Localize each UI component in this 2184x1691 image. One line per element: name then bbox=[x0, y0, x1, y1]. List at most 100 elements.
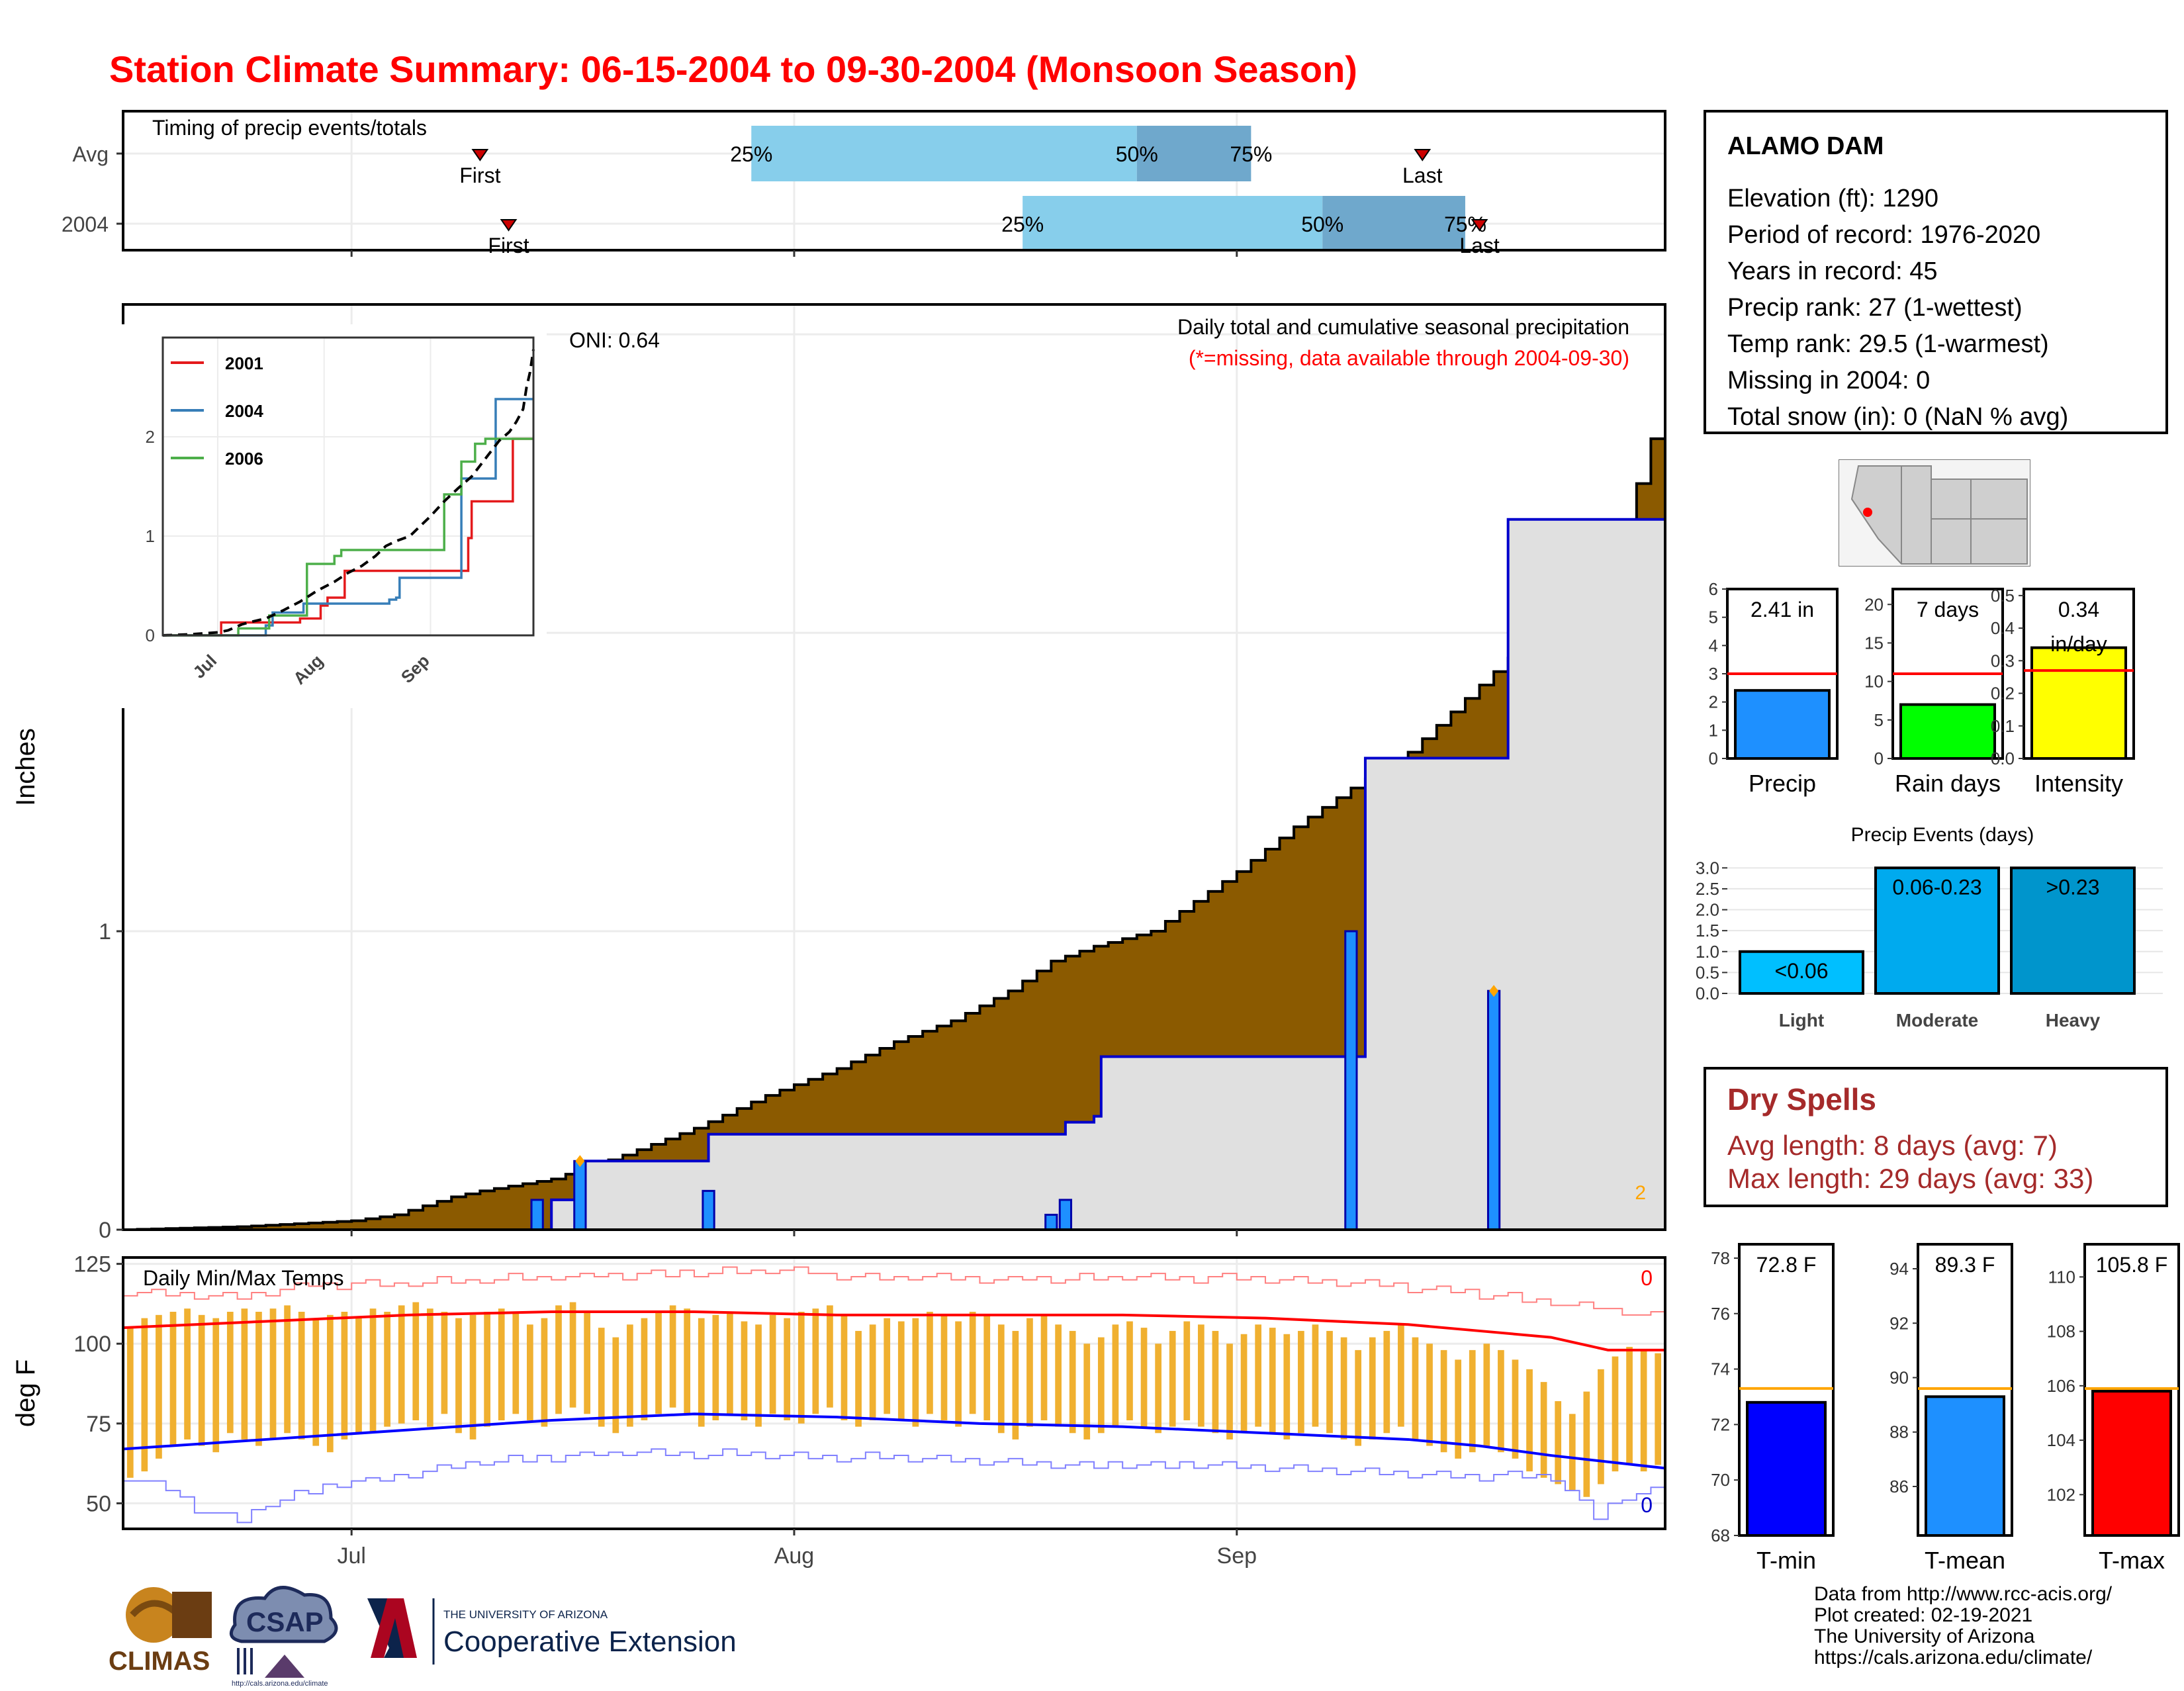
daily-precip-bar bbox=[702, 1189, 715, 1231]
corner-note: 2 bbox=[1635, 1182, 1646, 1204]
daily-temp-bar bbox=[797, 1312, 805, 1424]
temp-x-tick-label: Jul bbox=[337, 1543, 365, 1569]
summary-y-tick-label: 70 bbox=[1711, 1470, 1730, 1490]
daily-temp-bar bbox=[355, 1318, 362, 1434]
event-bar-label: >0.23 bbox=[2046, 875, 2100, 899]
timing-bar-50-75 bbox=[1136, 126, 1251, 181]
daily-temp-bar bbox=[455, 1318, 462, 1434]
daily-temp-bar bbox=[1140, 1328, 1148, 1427]
timing-row-label: 2004 bbox=[62, 212, 109, 236]
daily-temp-bar bbox=[812, 1308, 819, 1414]
footer-data-source: Data from http://www.rcc-acis.org/ bbox=[1814, 1583, 2113, 1605]
daily-temp-bar bbox=[1612, 1356, 1619, 1472]
daily-temp-bar bbox=[1083, 1344, 1091, 1440]
daily-temp-bar bbox=[1512, 1359, 1519, 1459]
temp-y-tick-label: 125 bbox=[73, 1252, 111, 1277]
daily-temp-bar bbox=[384, 1312, 390, 1427]
inset-y-tick-label: 0 bbox=[146, 625, 155, 645]
events-title: Precip Events (days) bbox=[1851, 824, 2034, 846]
daily-temp-bar bbox=[1283, 1334, 1291, 1440]
daily-temp-bar bbox=[1055, 1324, 1062, 1427]
summary-y-tick-label: 4 bbox=[1709, 635, 1718, 655]
daily-temp-bar bbox=[1226, 1344, 1233, 1440]
daily-temp-bar bbox=[284, 1305, 291, 1434]
daily-temp-bar bbox=[827, 1305, 833, 1408]
daily-temp-bar bbox=[1569, 1414, 1576, 1491]
daily-temp-bar bbox=[669, 1305, 676, 1408]
daily-temp-bar bbox=[712, 1314, 719, 1420]
daily-temp-bar bbox=[369, 1308, 377, 1434]
csap-logo: CSAP http://cals.arizona.edu/climate bbox=[229, 1586, 338, 1688]
daily-temp-bar bbox=[684, 1308, 691, 1414]
summary-y-tick-label: 0.2 bbox=[1991, 684, 2015, 704]
daily-precip-bar bbox=[1058, 1199, 1073, 1231]
daily-temp-bar bbox=[1240, 1334, 1248, 1434]
avg-cumulative-area bbox=[123, 370, 1665, 1230]
svg-text:CLIMAS: CLIMAS bbox=[109, 1647, 210, 1676]
daily-temp-bar bbox=[1498, 1349, 1504, 1453]
summary-category-label: T-max bbox=[2099, 1547, 2165, 1574]
daily-temp-bar bbox=[1469, 1349, 1476, 1453]
daily-temp-bar bbox=[141, 1318, 148, 1472]
station-name: ALAMO DAM bbox=[1727, 132, 1884, 160]
summary-y-tick-label: 106 bbox=[2047, 1376, 2075, 1396]
summary-y-tick-label: 86 bbox=[1889, 1477, 1909, 1496]
temp-chart: 50 75 100 125 Jul Aug Sep deg F Daily Min/Max Te… bbox=[11, 1252, 1666, 1569]
daily-temp-bar bbox=[1026, 1318, 1033, 1427]
summary-y-tick-label: 10 bbox=[1864, 672, 1884, 692]
station-location-dot bbox=[1863, 508, 1872, 517]
precip-summary-chart: 0 1 2 3 4 5 6 2.41 in Precip 0 5 10 15 20 7 days Rain d… bbox=[1709, 579, 2135, 797]
events-y-tick-label: 0.0 bbox=[1696, 983, 1719, 1003]
daily-temp-bar bbox=[1326, 1330, 1333, 1434]
daily-temp-bar bbox=[512, 1312, 520, 1414]
timing-pct-label: 75% bbox=[1230, 142, 1272, 166]
daily-temp-bar bbox=[1169, 1330, 1176, 1427]
daily-temp-bar bbox=[412, 1302, 420, 1420]
daily-temp-bar bbox=[269, 1308, 277, 1440]
summary-bar bbox=[1746, 1400, 1827, 1537]
daily-temp-bar bbox=[484, 1312, 490, 1427]
missing-marker bbox=[575, 1155, 585, 1167]
event-bar bbox=[1739, 950, 1864, 995]
events-y-tick-label: 2.5 bbox=[1696, 879, 1719, 899]
daily-temp-bar bbox=[755, 1324, 762, 1427]
daily-temp-bar bbox=[441, 1312, 448, 1414]
daily-temp-bar bbox=[1440, 1349, 1447, 1453]
summary-y-tick-label: 0.1 bbox=[1991, 716, 2015, 736]
daily-temp-bar bbox=[1212, 1330, 1219, 1434]
station-precip-rank: Precip rank: 27 (1-wettest) bbox=[1727, 294, 2023, 322]
inset-legend-label: 2001 bbox=[225, 353, 263, 373]
footer-plot-created: Plot created: 02-19-2021 bbox=[1814, 1604, 2033, 1626]
daily-temp-bar bbox=[126, 1328, 134, 1478]
summary-y-tick-label: 3 bbox=[1709, 664, 1718, 684]
inset-legend-label: 2006 bbox=[225, 449, 263, 469]
daily-temp-bar bbox=[1183, 1321, 1191, 1420]
page-title: Station Climate Summary: 06-15-2004 to 0… bbox=[109, 48, 1357, 90]
temp-background bbox=[123, 1257, 1665, 1529]
daily-temp-bar bbox=[298, 1312, 305, 1440]
timing-row-label: Avg bbox=[72, 142, 109, 166]
summary-y-tick-label: 92 bbox=[1889, 1313, 1909, 1333]
temp-x-tick-label: Aug bbox=[774, 1543, 815, 1569]
daily-temp-bar bbox=[1255, 1324, 1261, 1427]
daily-temp-bar bbox=[555, 1305, 562, 1414]
daily-temp-bar bbox=[1155, 1344, 1161, 1434]
first-marker bbox=[471, 149, 489, 161]
y-tick-label: 0 bbox=[99, 1218, 111, 1243]
daily-temp-bar bbox=[1069, 1330, 1076, 1434]
tmax-record-line bbox=[123, 1266, 1666, 1322]
daily-temp-bar bbox=[1298, 1330, 1304, 1434]
daily-temp-bar bbox=[1455, 1359, 1462, 1459]
daily-temp-bar bbox=[1312, 1324, 1319, 1427]
daily-temp-bar bbox=[1540, 1382, 1547, 1478]
daily-temp-bar bbox=[784, 1318, 791, 1420]
summary-y-tick-label: 88 bbox=[1889, 1422, 1909, 1442]
station-elevation: Elevation (ft): 1290 bbox=[1727, 185, 1938, 212]
summary-y-tick-label: 0.0 bbox=[1991, 749, 2015, 768]
cumulative-2004-area bbox=[123, 519, 1665, 1230]
daily-temp-bar bbox=[1426, 1344, 1433, 1446]
daily-temp-bar bbox=[769, 1314, 776, 1414]
svg-text:Cooperative Extension: Cooperative Extension bbox=[443, 1625, 737, 1658]
daily-temp-bar bbox=[1526, 1369, 1533, 1472]
daily-temp-bar bbox=[1383, 1330, 1390, 1434]
